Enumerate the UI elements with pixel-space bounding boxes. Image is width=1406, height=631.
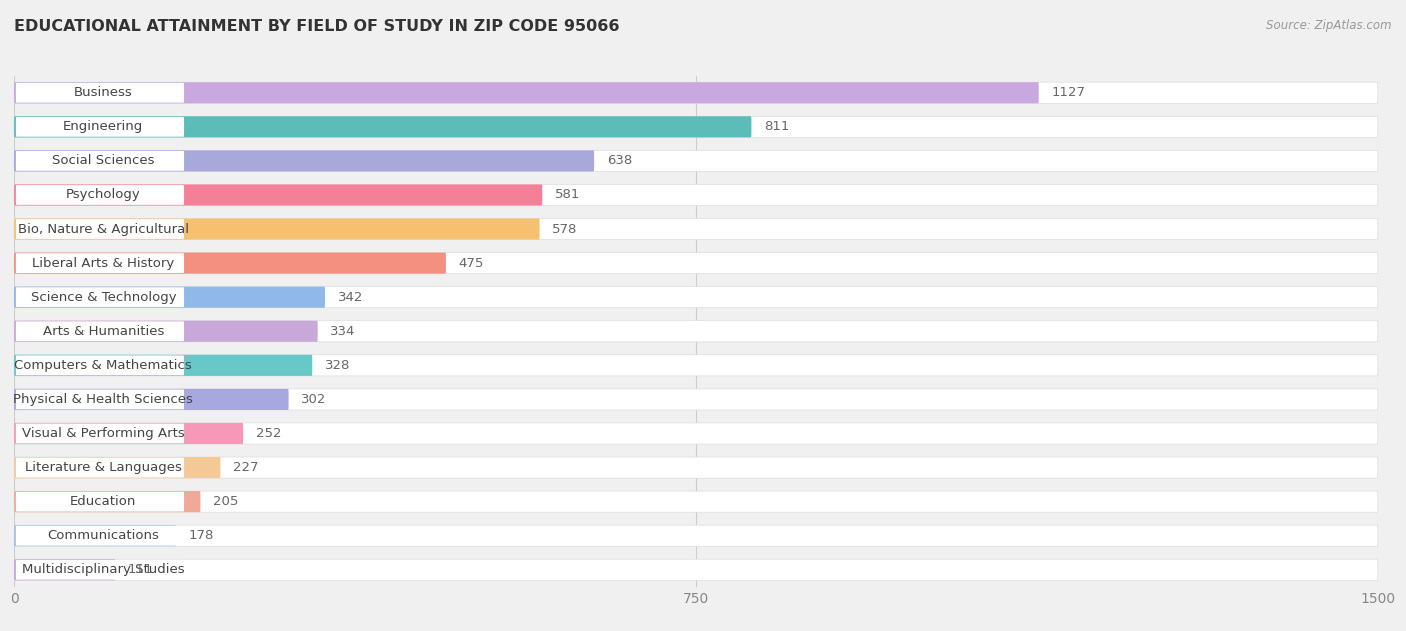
FancyBboxPatch shape [14,286,325,308]
FancyBboxPatch shape [14,355,1378,376]
Text: Engineering: Engineering [63,121,143,133]
Text: 178: 178 [188,529,214,542]
FancyBboxPatch shape [14,321,318,342]
Text: 475: 475 [458,257,484,269]
FancyBboxPatch shape [14,82,1378,103]
FancyBboxPatch shape [15,492,184,512]
Text: 638: 638 [607,155,633,167]
FancyBboxPatch shape [14,252,1378,274]
FancyBboxPatch shape [14,389,288,410]
Text: Literature & Languages: Literature & Languages [25,461,181,474]
FancyBboxPatch shape [14,116,1378,138]
FancyBboxPatch shape [14,116,751,138]
Text: Liberal Arts & History: Liberal Arts & History [32,257,174,269]
FancyBboxPatch shape [14,150,595,172]
Text: 578: 578 [553,223,578,235]
Text: 811: 811 [763,121,790,133]
FancyBboxPatch shape [14,423,243,444]
Text: 581: 581 [555,189,581,201]
Text: Physical & Health Sciences: Physical & Health Sciences [14,393,193,406]
FancyBboxPatch shape [15,253,184,273]
FancyBboxPatch shape [15,321,184,341]
FancyBboxPatch shape [15,185,184,205]
FancyBboxPatch shape [14,525,1378,546]
FancyBboxPatch shape [14,525,176,546]
FancyBboxPatch shape [15,117,184,137]
Text: 342: 342 [337,291,363,304]
Text: 1127: 1127 [1052,86,1085,99]
Text: Education: Education [70,495,136,508]
FancyBboxPatch shape [15,457,184,478]
FancyBboxPatch shape [14,457,1378,478]
FancyBboxPatch shape [14,457,221,478]
FancyBboxPatch shape [15,83,184,103]
Text: Science & Technology: Science & Technology [31,291,176,304]
FancyBboxPatch shape [14,252,446,274]
Text: Source: ZipAtlas.com: Source: ZipAtlas.com [1267,19,1392,32]
FancyBboxPatch shape [14,321,1378,342]
Text: Arts & Humanities: Arts & Humanities [42,325,165,338]
FancyBboxPatch shape [14,218,540,240]
FancyBboxPatch shape [14,286,1378,308]
FancyBboxPatch shape [15,355,184,375]
FancyBboxPatch shape [15,219,184,239]
FancyBboxPatch shape [14,559,115,581]
Text: 328: 328 [325,359,350,372]
FancyBboxPatch shape [14,389,1378,410]
FancyBboxPatch shape [14,491,1378,512]
Text: Visual & Performing Arts: Visual & Performing Arts [22,427,184,440]
Text: Computers & Mathematics: Computers & Mathematics [14,359,193,372]
Text: Multidisciplinary Studies: Multidisciplinary Studies [22,563,184,576]
FancyBboxPatch shape [15,423,184,444]
Text: Communications: Communications [48,529,159,542]
FancyBboxPatch shape [14,559,1378,581]
Text: Business: Business [75,86,132,99]
Text: 252: 252 [256,427,281,440]
Text: Psychology: Psychology [66,189,141,201]
FancyBboxPatch shape [14,423,1378,444]
FancyBboxPatch shape [15,560,184,580]
FancyBboxPatch shape [14,184,543,206]
Text: 334: 334 [330,325,356,338]
FancyBboxPatch shape [14,491,201,512]
FancyBboxPatch shape [15,526,184,546]
Text: Social Sciences: Social Sciences [52,155,155,167]
Text: 227: 227 [233,461,259,474]
Text: Bio, Nature & Agricultural: Bio, Nature & Agricultural [18,223,188,235]
FancyBboxPatch shape [14,355,312,376]
Text: 111: 111 [128,563,153,576]
FancyBboxPatch shape [14,150,1378,172]
Text: EDUCATIONAL ATTAINMENT BY FIELD OF STUDY IN ZIP CODE 95066: EDUCATIONAL ATTAINMENT BY FIELD OF STUDY… [14,19,620,34]
FancyBboxPatch shape [15,287,184,307]
FancyBboxPatch shape [14,82,1039,103]
FancyBboxPatch shape [14,218,1378,240]
FancyBboxPatch shape [15,389,184,410]
Text: 302: 302 [301,393,326,406]
FancyBboxPatch shape [15,151,184,171]
Text: 205: 205 [214,495,239,508]
FancyBboxPatch shape [14,184,1378,206]
